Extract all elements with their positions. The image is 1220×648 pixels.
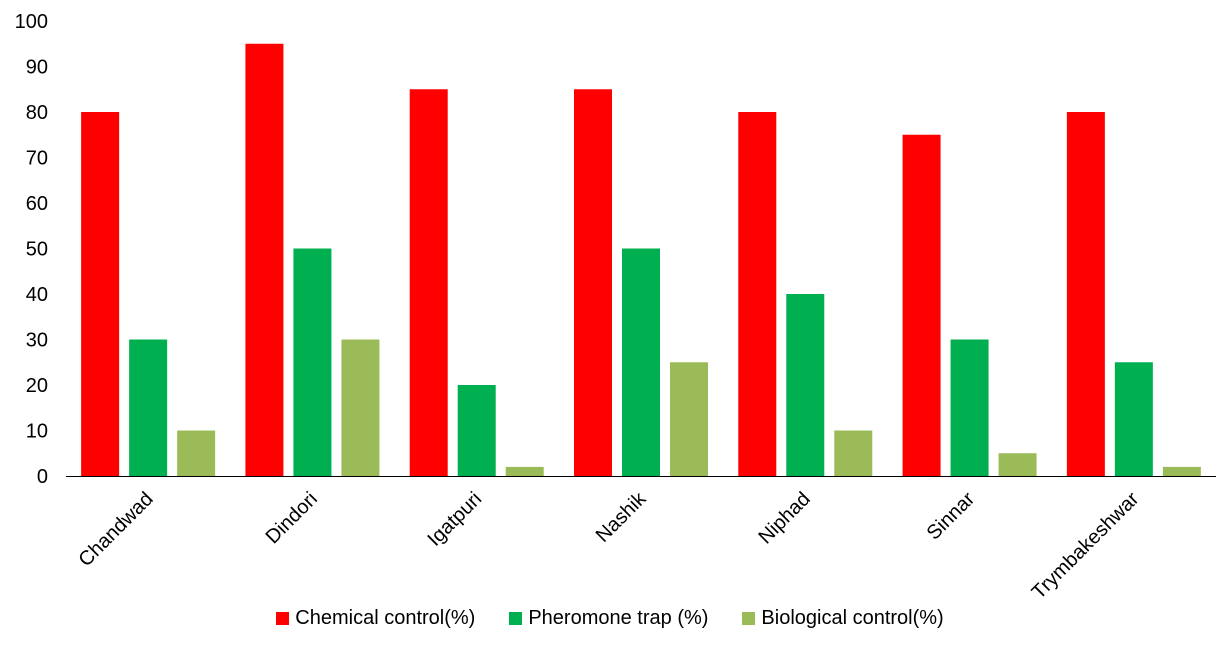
- legend-label-pheromone-trap: Pheromone trap (%): [528, 607, 709, 629]
- bar-niphad-series-2: [786, 294, 825, 476]
- bar-trymbakeshwar-series-1: [1066, 112, 1105, 476]
- y-tick-label-100: 100: [15, 11, 48, 33]
- bar-igatpuri-series-2: [457, 385, 496, 476]
- legend-item-biological-control: Biological control(%): [742, 606, 944, 630]
- legend-swatch-pheromone-trap: [509, 611, 523, 625]
- bar-dindori-series-2: [293, 248, 332, 476]
- bar-niphad-series-3: [834, 430, 873, 476]
- bar-sinnar-series-2: [950, 339, 989, 476]
- y-tick-label-20: 20: [26, 375, 48, 397]
- bar-chandwad-series-1: [81, 112, 120, 476]
- bar-sinnar-series-3: [998, 453, 1037, 476]
- chart-legend: Chemical control(%) Pheromone trap (%) B…: [0, 606, 1220, 630]
- bar-trymbakeshwar-series-2: [1114, 362, 1153, 476]
- x-tick-label-chandwad: Chandwad: [75, 488, 158, 571]
- legend-item-pheromone-trap: Pheromone trap (%): [509, 606, 708, 630]
- y-tick-label-70: 70: [26, 148, 48, 170]
- bar-nashik-series-2: [622, 248, 660, 476]
- chart-bars: [81, 43, 1201, 476]
- y-tick-label-10: 10: [26, 421, 48, 443]
- bar-chandwad-series-2: [129, 339, 168, 476]
- legend-swatch-biological-control: [742, 611, 756, 625]
- bar-dindori-series-1: [245, 43, 284, 476]
- bar-sinnar-series-1: [902, 134, 941, 476]
- bar-nashik-series-3: [670, 362, 708, 476]
- x-tick-label-sinnar: Sinnar: [923, 488, 980, 545]
- y-tick-label-40: 40: [26, 284, 48, 306]
- y-axis-tick-labels: 0 10 20 30 40 50 60 70 80 90 100: [15, 11, 48, 488]
- y-tick-label-0: 0: [37, 466, 48, 488]
- legend-item-chemical-control: Chemical control(%): [276, 606, 475, 630]
- y-tick-label-30: 30: [26, 330, 48, 352]
- x-tick-label-niphad: Niphad: [754, 488, 814, 548]
- bar-dindori-series-3: [341, 339, 380, 476]
- bar-trymbakeshwar-series-3: [1162, 466, 1201, 476]
- bar-nashik-series-1: [574, 89, 612, 476]
- x-tick-label-igatpuri: Igatpuri: [424, 488, 487, 551]
- x-axis-category-labels: Chandwad Dindori Igatpuri Nashik Niphad Sinna…: [75, 487, 1144, 600]
- y-tick-label-60: 60: [26, 193, 48, 215]
- bar-chart: 0 10 20 30 40 50 60 70 80 90 100 Chandwad Dindori Ig…: [15, 11, 1216, 600]
- y-tick-label-90: 90: [26, 57, 48, 79]
- y-tick-label-50: 50: [26, 239, 48, 261]
- x-tick-label-trymbakeshwar: Trymbakeshwar: [1028, 488, 1144, 600]
- bar-igatpuri-series-1: [409, 89, 448, 476]
- bar-chandwad-series-3: [177, 430, 216, 476]
- legend-label-biological-control: Biological control(%): [761, 607, 944, 629]
- legend-label-chemical-control: Chemical control(%): [295, 607, 476, 629]
- y-tick-label-80: 80: [26, 102, 48, 124]
- bar-igatpuri-series-3: [505, 466, 544, 476]
- x-tick-label-nashik: Nashik: [592, 487, 651, 546]
- x-tick-label-dindori: Dindori: [262, 488, 322, 548]
- legend-swatch-chemical-control: [276, 611, 290, 625]
- bar-niphad-series-1: [738, 112, 777, 476]
